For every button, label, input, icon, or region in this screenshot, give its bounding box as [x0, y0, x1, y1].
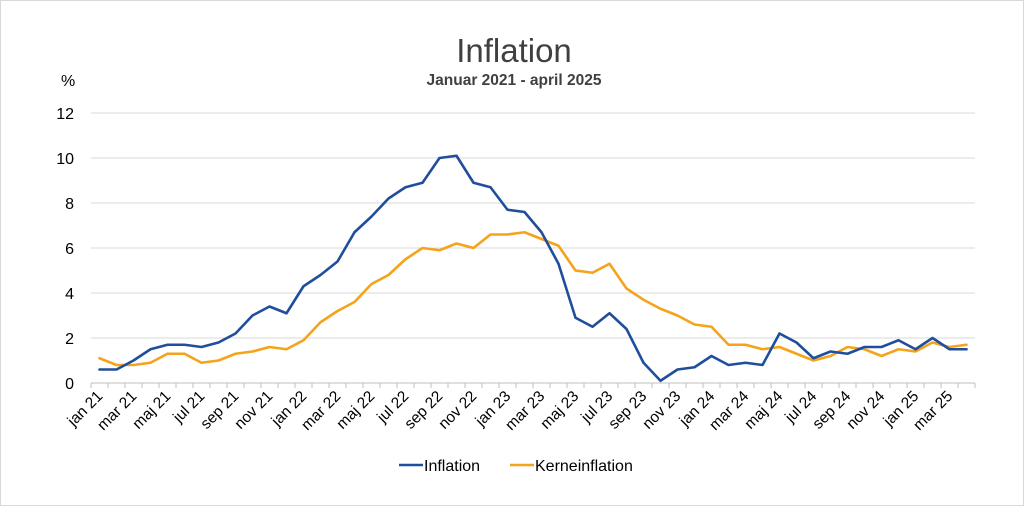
legend-label-inflation: Inflation	[424, 458, 480, 475]
series-lines	[98, 154, 968, 383]
x-tick-label: nov 22	[435, 388, 480, 433]
y-tick-label: 0	[65, 376, 74, 393]
chart-title: Inflation	[456, 32, 572, 69]
x-tick-label: maj 23	[537, 388, 582, 433]
x-tick-label: nov 23	[639, 388, 684, 433]
legend-label-kerneinflation: Kerneinflation	[535, 458, 633, 475]
x-tick-label: mar 24	[706, 388, 752, 434]
y-axis-unit-label: %	[61, 73, 75, 90]
series-line-kerneinflation	[98, 230, 968, 367]
y-tick-label: 12	[56, 106, 74, 123]
x-tick-label: maj 22	[333, 388, 378, 433]
x-tick-label: nov 24	[843, 388, 888, 433]
y-tick-label: 4	[65, 286, 74, 303]
y-tick-label: 10	[56, 151, 74, 168]
y-tick-label: 8	[65, 196, 74, 213]
chart-subtitle: Januar 2021 - april 2025	[427, 72, 602, 89]
legend: Inflation Kerneinflation	[399, 458, 633, 475]
series-line-inflation	[98, 154, 968, 383]
y-tick-label: 6	[65, 241, 74, 258]
y-axis-ticks: 0 2 4 6 8 10 12	[56, 106, 74, 393]
y-tick-label: 2	[65, 331, 74, 348]
gridlines	[91, 112, 975, 339]
x-tick-label: maj 21	[129, 388, 174, 433]
x-tick-label: maj 24	[741, 388, 786, 433]
x-tick-label: nov 21	[231, 388, 276, 433]
